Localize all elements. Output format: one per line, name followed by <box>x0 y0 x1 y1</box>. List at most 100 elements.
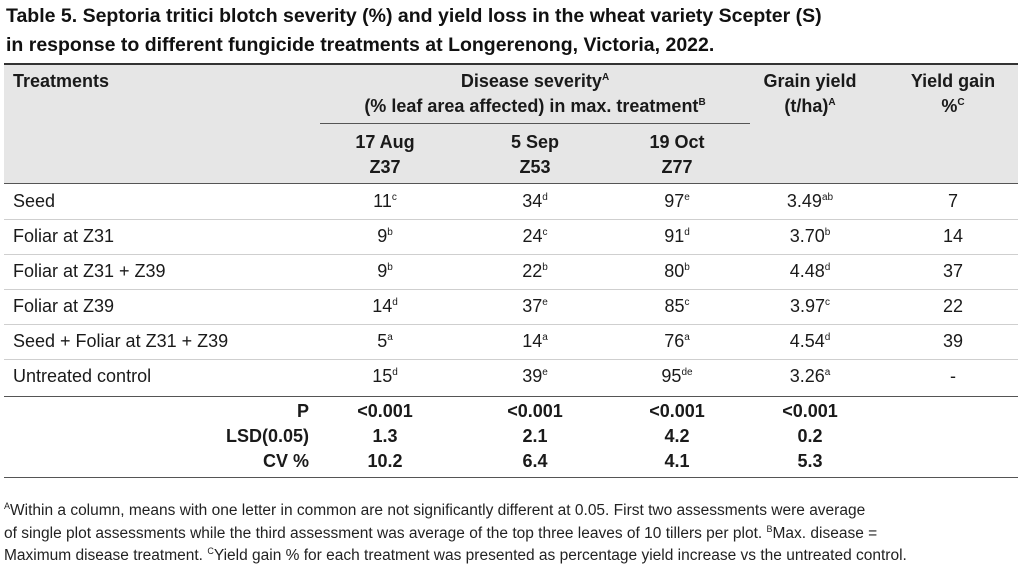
yield-value: 4.54 <box>789 331 825 351</box>
yield-gain-cell: 14 <box>942 226 964 246</box>
stat-s3-value: 4.1 <box>664 451 690 471</box>
stat-s1-value: 10.2 <box>367 451 403 471</box>
stat-s2-value: <0.001 <box>507 401 563 421</box>
row-divider <box>4 289 1018 290</box>
stat-s1-value: 1.3 <box>372 426 398 446</box>
s1-significance-letter: b <box>387 227 393 238</box>
row-divider <box>4 324 1018 325</box>
s1-value: 14 <box>372 296 393 316</box>
stat-s2-value: 6.4 <box>522 451 548 471</box>
yield-cell: 3.49ab <box>750 191 870 212</box>
s1-cell: 15d <box>320 366 450 387</box>
header-severity-line-2: (% leaf area affected) in max. treatment… <box>364 96 706 116</box>
treatment-cell: Seed + Foliar at Z31 + Z39 <box>13 331 229 351</box>
s1-significance-letter: a <box>387 332 393 343</box>
yield-value: 3.97 <box>789 296 826 316</box>
s2-significance-letter: e <box>542 367 548 378</box>
stat-yield-value: 5.3 <box>797 451 823 471</box>
s2-value: 22 <box>522 261 543 281</box>
stat-yield-value: <0.001 <box>782 401 838 421</box>
s2-significance-letter: d <box>542 192 548 203</box>
yield-value: 3.70 <box>789 226 825 246</box>
stats-top-rule <box>4 396 1018 397</box>
footnote-line-2: of single plot assessments while the thi… <box>4 523 878 542</box>
s2-significance-letter: a <box>542 332 548 343</box>
s1-value: 9 <box>377 226 388 246</box>
stat-yield-value: 0.2 <box>797 426 823 446</box>
s3-value: 95 <box>661 366 682 386</box>
table-bottom-rule <box>4 477 1018 478</box>
s2-cell: 39e <box>470 366 600 387</box>
header-yield-gain-line-2: %C <box>941 96 965 116</box>
s2-significance-letter: b <box>542 262 548 273</box>
s1-cell: 11c <box>320 191 450 212</box>
s3-significance-letter: de <box>681 367 693 378</box>
footnote-line-1: AWithin a column, means with one letter … <box>4 501 866 520</box>
s3-cell: 76a <box>612 331 742 352</box>
treatment-cell: Untreated control <box>13 366 152 386</box>
s3-significance-letter: b <box>684 262 690 273</box>
s3-cell: 91d <box>612 226 742 247</box>
s3-value: 85 <box>664 296 685 316</box>
s2-cell: 14a <box>470 331 600 352</box>
s1-significance-letter: d <box>392 367 398 378</box>
header-stage-1: Z37 <box>369 157 401 177</box>
s2-value: 24 <box>522 226 543 246</box>
yield-value: 3.49 <box>786 191 822 211</box>
s2-value: 37 <box>522 296 543 316</box>
header-bottom-rule <box>4 183 1018 184</box>
s3-significance-letter: c <box>684 297 690 308</box>
header-stage-3: Z77 <box>661 157 693 177</box>
s1-cell: 5a <box>320 331 450 352</box>
yield-gain-cell: - <box>950 366 956 386</box>
s1-significance-letter: b <box>387 262 393 273</box>
header-yield-gain-line-1: Yield gain <box>910 71 996 91</box>
yield-value: 4.48 <box>789 261 825 281</box>
stat-label: CV % <box>262 451 309 471</box>
row-divider <box>4 254 1018 255</box>
s2-cell: 22b <box>470 261 600 282</box>
yield-significance-letter: b <box>824 227 831 238</box>
title-line-2: in response to different fungicide treat… <box>6 34 715 56</box>
stat-label: LSD(0.05) <box>225 426 309 446</box>
yield-significance-letter: ab <box>821 192 834 203</box>
s3-value: 76 <box>664 331 685 351</box>
s1-cell: 9b <box>320 226 450 247</box>
severity-subheader-rule <box>320 123 750 124</box>
stat-s3-value: 4.2 <box>664 426 690 446</box>
table-title: Table 5. Septoria tritici blotch severit… <box>6 2 1016 60</box>
s2-cell: 34d <box>470 191 600 212</box>
yield-gain-cell: 7 <box>947 191 958 211</box>
header-grain-yield-line-1: Grain yield <box>763 71 857 91</box>
s1-value: 15 <box>372 366 393 386</box>
footnote-line-3: Maximum disease treatment. CYield gain %… <box>4 546 907 565</box>
yield-significance-letter: c <box>825 297 831 308</box>
treatment-cell: Seed <box>13 191 56 211</box>
s2-value: 39 <box>522 366 543 386</box>
s3-cell: 97e <box>612 191 742 212</box>
s1-significance-letter: d <box>392 297 398 308</box>
s3-value: 80 <box>664 261 685 281</box>
yield-cell: 3.26a <box>750 366 870 387</box>
header-grain-yield-line-2: (t/ha)A <box>784 96 836 116</box>
stat-s2-value: 2.1 <box>522 426 548 446</box>
header-severity-line-1: Disease severityA <box>460 71 610 91</box>
yield-gain-cell: 39 <box>942 331 964 351</box>
s2-value: 34 <box>522 191 543 211</box>
header-date-1: 17 Aug <box>355 132 415 152</box>
stat-s1-value: <0.001 <box>357 401 413 421</box>
treatment-cell: Foliar at Z39 <box>13 296 115 316</box>
header-date-2: 5 Sep <box>510 132 560 152</box>
s2-value: 14 <box>522 331 543 351</box>
yield-cell: 4.54d <box>750 331 870 352</box>
s1-value: 11 <box>373 191 392 211</box>
s1-significance-letter: c <box>391 192 397 203</box>
header-date-3: 19 Oct <box>649 132 705 152</box>
yield-significance-letter: d <box>824 262 831 273</box>
header-stage-2: Z53 <box>519 157 551 177</box>
yield-cell: 3.70b <box>750 226 870 247</box>
yield-gain-cell: 37 <box>942 261 964 281</box>
s2-significance-letter: e <box>542 297 548 308</box>
s3-significance-letter: d <box>684 227 690 238</box>
treatment-cell: Foliar at Z31 <box>13 226 115 246</box>
